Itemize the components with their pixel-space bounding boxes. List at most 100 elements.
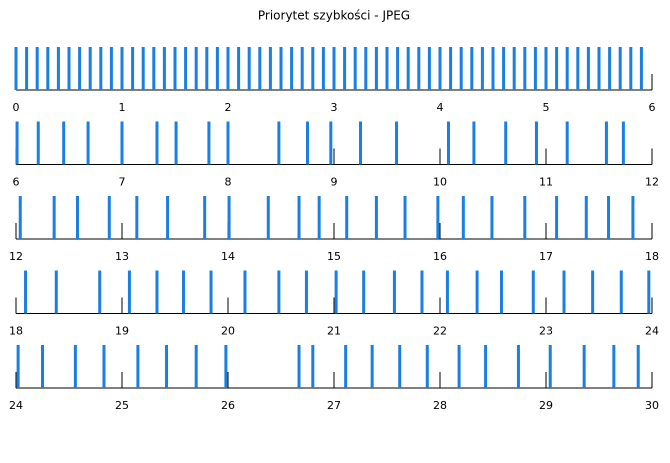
shot-bar (565, 121, 569, 165)
shot-bar (181, 270, 185, 314)
shot-bar (403, 196, 407, 239)
shot-bar (370, 345, 374, 388)
shot-bar (136, 345, 140, 388)
x-tick-label: 17 (539, 250, 553, 263)
shot-bar (502, 47, 506, 90)
shot-bar (647, 270, 651, 314)
shot-bar (15, 121, 19, 165)
shot-bar (353, 47, 357, 90)
x-tick-label: 16 (433, 250, 447, 263)
shot-bar (205, 47, 209, 90)
shot-bar (562, 270, 566, 314)
shot-bar (173, 47, 177, 90)
x-tick-label: 28 (433, 399, 447, 412)
shot-bar (425, 345, 429, 388)
shot-bar (102, 345, 106, 388)
shot-bar (631, 196, 635, 239)
shot-bar (56, 47, 60, 90)
shot-bar (16, 345, 20, 388)
x-tick-label: 18 (9, 325, 23, 338)
shot-bar (237, 47, 241, 90)
shot-bar (258, 47, 262, 90)
shot-bar (227, 196, 231, 239)
shot-bar (565, 47, 569, 90)
shot-bar (300, 47, 304, 90)
x-tick-label: 3 (331, 101, 338, 114)
x-tick-label: 5 (543, 101, 550, 114)
shot-bar (619, 270, 623, 314)
shot-bar (396, 47, 400, 90)
shot-bar (491, 47, 495, 90)
x-tick-label: 0 (13, 101, 20, 114)
shot-bar (398, 345, 402, 388)
shot-bar (62, 121, 66, 165)
shot-bar (268, 47, 272, 90)
shot-bar (162, 47, 166, 90)
shot-bar (461, 196, 465, 239)
shot-bar (427, 47, 431, 90)
shot-bar (243, 270, 247, 314)
x-tick-label: 20 (221, 325, 235, 338)
x-tick-label: 4 (437, 101, 444, 114)
x-tick-label: 21 (327, 325, 341, 338)
x-tick-label: 11 (539, 176, 553, 189)
shot-bar (436, 196, 440, 239)
shot-bar (334, 270, 338, 314)
shot-bar (297, 196, 301, 239)
shot-bar (591, 270, 595, 314)
shot-bar (203, 196, 207, 239)
shot-bar (194, 47, 198, 90)
shot-bar (534, 121, 538, 165)
x-tick-label: 12 (645, 176, 659, 189)
shot-bar (18, 196, 22, 239)
shot-bar (490, 196, 494, 239)
shot-bar (88, 47, 92, 90)
x-tick-label: 19 (115, 325, 129, 338)
shot-bar (224, 345, 228, 388)
x-tick-label: 23 (539, 325, 553, 338)
x-tick-label: 15 (327, 250, 341, 263)
shot-bar (608, 47, 612, 90)
x-tick-label: 1 (119, 101, 126, 114)
shot-bar (41, 345, 44, 388)
shot-bar (406, 47, 410, 90)
shot-bar (639, 47, 643, 90)
shot-bar (374, 196, 378, 239)
shot-bar (247, 47, 251, 90)
shot-bar (141, 47, 145, 90)
shot-bar (166, 196, 170, 239)
shot-bar (297, 345, 301, 388)
shot-bar (470, 47, 474, 90)
x-tick-label: 25 (115, 399, 129, 412)
shot-bar (54, 270, 58, 314)
shot-bar (512, 47, 516, 90)
shot-bar (67, 47, 71, 90)
shot-bar (586, 47, 590, 90)
shot-bar (385, 47, 389, 90)
x-tick-label: 6 (649, 101, 656, 114)
shot-bar (277, 121, 281, 165)
shot-bar (24, 270, 28, 314)
x-tick-label: 7 (119, 176, 126, 189)
shot-bar (480, 47, 484, 90)
shot-bar (636, 345, 640, 388)
shot-bar (618, 47, 622, 90)
shot-bar (607, 196, 611, 239)
x-tick-label: 18 (645, 250, 659, 263)
shot-bar (304, 270, 308, 314)
x-tick-label: 2 (225, 101, 232, 114)
x-tick-label: 30 (645, 399, 659, 412)
shot-bar (226, 47, 230, 90)
x-tick-label: 24 (9, 399, 23, 412)
x-tick-label: 27 (327, 399, 341, 412)
shot-bar (14, 47, 18, 90)
shot-bar (127, 270, 131, 314)
shot-bar (499, 270, 503, 314)
shot-bar (311, 345, 315, 388)
shot-bar (516, 345, 520, 388)
shot-bar (131, 47, 135, 90)
shot-bar (25, 47, 29, 90)
shot-bar (36, 121, 40, 165)
shot-bar (555, 47, 559, 90)
shot-bar (277, 270, 281, 314)
